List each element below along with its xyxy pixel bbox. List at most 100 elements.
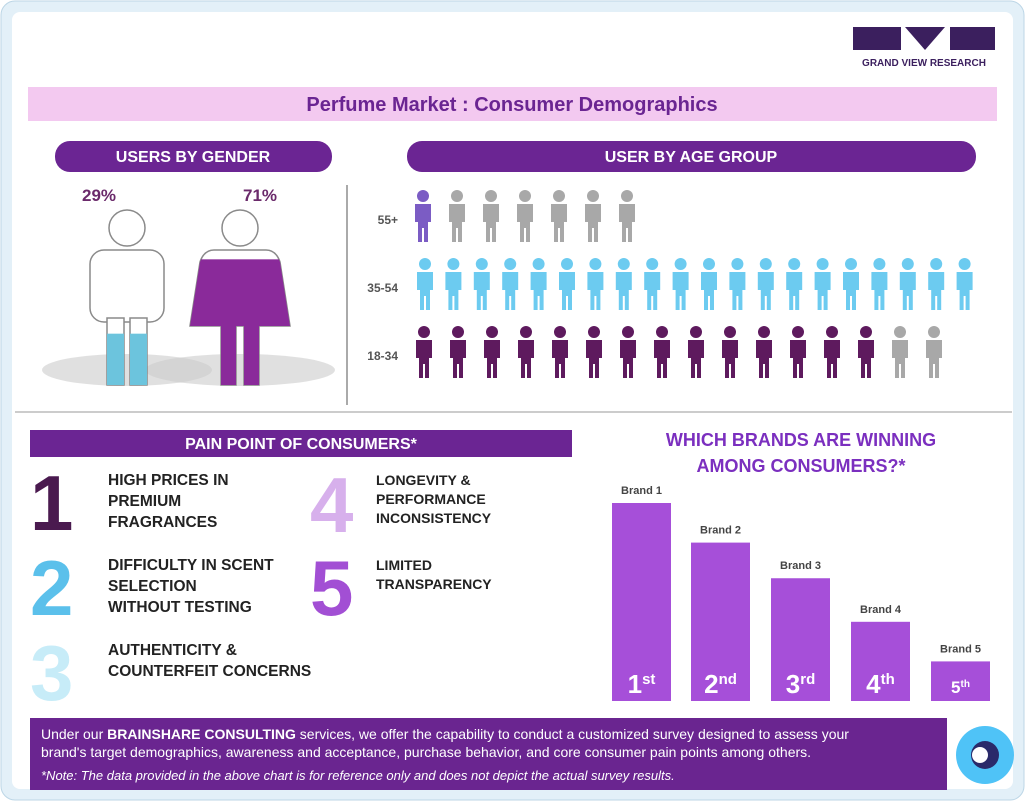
value-label: 29% — [82, 186, 116, 205]
person-icon — [701, 258, 717, 310]
bar — [771, 578, 830, 701]
icon-part — [816, 258, 829, 270]
icon-part — [552, 340, 568, 378]
bar — [931, 661, 990, 701]
text-run: services, we offer the capability to con… — [296, 726, 849, 742]
chart-title: WHICH BRANDS ARE WINNING — [666, 430, 936, 450]
icon-part — [519, 190, 531, 202]
footer-text: Under our BRAINSHARE CONSULTING services… — [41, 726, 849, 742]
icon-part — [416, 340, 432, 378]
person-icon — [587, 258, 604, 310]
figure-part — [108, 209, 146, 247]
pain-number: 4 — [310, 461, 353, 549]
text-run: BRAINSHARE CONSULTING — [107, 726, 296, 742]
person-icon — [502, 258, 519, 310]
icon-part — [860, 326, 872, 338]
rank-label: 2nd — [704, 669, 737, 699]
section-title: PAIN POINT OF CONSUMERS* — [185, 436, 417, 453]
person-icon — [843, 258, 859, 310]
bar — [612, 503, 671, 701]
bar — [691, 542, 750, 701]
icon-part — [621, 190, 633, 202]
person-icon — [417, 258, 433, 310]
icon-part — [586, 340, 602, 378]
icon-part — [551, 204, 567, 242]
person-icon — [517, 190, 533, 242]
pain-text: INCONSISTENCY — [376, 510, 492, 526]
logo-mark — [853, 27, 995, 50]
icon-part — [731, 258, 744, 270]
icon-part — [418, 326, 430, 338]
icon-part — [926, 340, 942, 378]
pain-text: COUNTERFEIT CONCERNS — [108, 663, 311, 680]
rank-label: 1st — [628, 669, 656, 699]
person-icon — [530, 258, 547, 310]
rank-number: 2 — [704, 669, 718, 699]
person-icon — [586, 326, 602, 378]
footer-note: *Note: The data provided in the above ch… — [41, 768, 675, 783]
icon-part — [956, 272, 973, 310]
person-icon — [672, 258, 689, 310]
pain-text: LIMITED — [376, 557, 432, 573]
icon-part — [449, 204, 465, 242]
person-icon — [450, 326, 466, 378]
icon-part — [701, 272, 717, 310]
person-icon — [757, 258, 774, 310]
rank-suffix: st — [642, 671, 655, 688]
icon-part — [672, 272, 689, 310]
icon-part — [502, 272, 519, 310]
row-label: 35-54 — [367, 281, 398, 295]
footer-box — [30, 718, 947, 790]
icon-part — [622, 326, 634, 338]
icon-part — [447, 258, 460, 270]
bar-category: Brand 5 — [940, 643, 981, 655]
icon-part — [559, 272, 575, 310]
person-icon — [559, 258, 575, 310]
rank-label: 5th — [951, 678, 970, 697]
section-title: USERS BY GENDER — [116, 149, 271, 166]
title-banner — [28, 87, 997, 121]
icon-part — [958, 258, 971, 270]
icon-part — [759, 258, 772, 270]
text-run: Under our — [41, 726, 107, 742]
person-icon — [619, 190, 635, 242]
person-icon — [892, 326, 908, 378]
rank-suffix: th — [881, 671, 895, 688]
card — [12, 12, 1013, 789]
icon-part — [451, 190, 463, 202]
figure-part — [89, 249, 165, 323]
icon-part — [517, 204, 533, 242]
bar — [851, 621, 910, 701]
icon-part — [873, 258, 886, 270]
icon-part — [486, 326, 498, 338]
icon-part — [504, 258, 517, 270]
icon-part — [518, 340, 534, 378]
icon-part — [589, 258, 602, 270]
section-header — [30, 430, 572, 457]
pain-text: PERFORMANCE — [376, 491, 486, 507]
icon-part — [928, 326, 940, 338]
section-title: USER BY AGE GROUP — [605, 149, 778, 166]
pain-text: HIGH PRICES IN — [108, 472, 229, 489]
icon-part — [894, 326, 906, 338]
person-icon — [484, 326, 500, 378]
icon-part — [452, 326, 464, 338]
row-label: 18-34 — [367, 349, 398, 363]
person-icon — [756, 326, 772, 378]
icon-part — [620, 340, 636, 378]
rank-label: 4th — [866, 669, 895, 699]
icon-part — [587, 190, 599, 202]
logo-block — [905, 27, 945, 50]
icon-part — [674, 258, 687, 270]
icon-part — [690, 326, 702, 338]
icon-part — [871, 272, 888, 310]
pain-text: FRAGRANCES — [108, 514, 217, 531]
page-title: Perfume Market : Consumer Demographics — [306, 94, 717, 116]
person-icon — [473, 258, 490, 310]
pain-text: AUTHENTICITY & — [108, 642, 237, 659]
icon-part — [786, 272, 803, 310]
person-icon — [824, 326, 840, 378]
icon-part — [553, 190, 565, 202]
person-icon — [644, 258, 661, 310]
